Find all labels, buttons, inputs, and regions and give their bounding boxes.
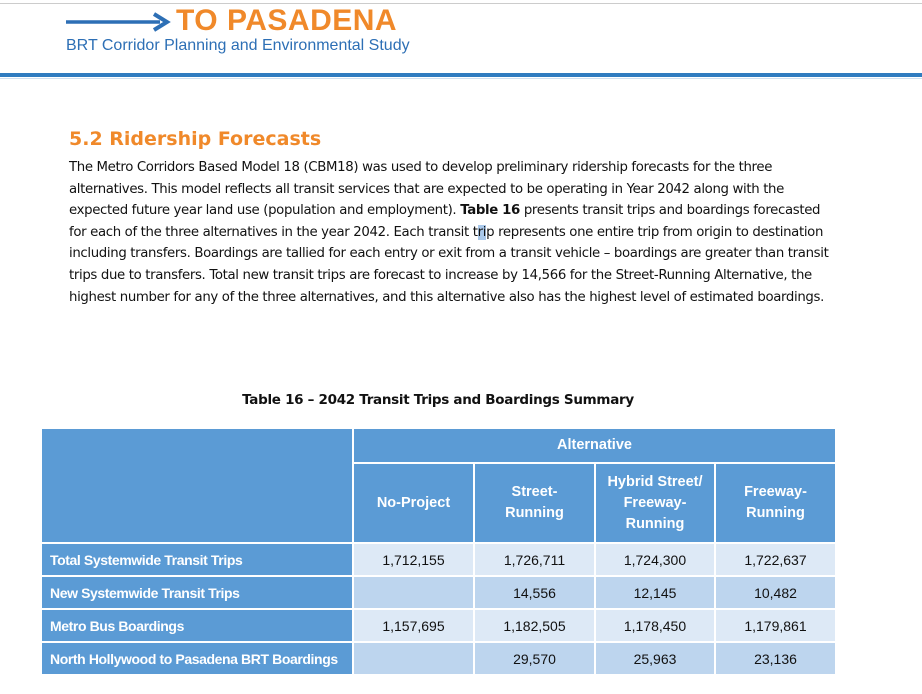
paragraph-text: p represents one entire trip from origin… — [69, 224, 829, 305]
page-top-border — [0, 3, 922, 4]
table-cell: 1,179,861 — [714, 608, 837, 643]
row-label: New Systemwide Transit Trips — [40, 575, 354, 610]
arrow-icon — [66, 12, 171, 32]
table-cell: 23,136 — [714, 641, 837, 676]
table-cell: 1,722,637 — [714, 542, 837, 577]
table-cell — [352, 575, 475, 610]
table-row: North Hollywood to Pasadena BRT Boarding… — [40, 641, 837, 676]
brand-title: TO PASADENA — [176, 4, 398, 37]
ridership-table: Alternative No-Project Street-Running Hy… — [40, 427, 837, 676]
table-cell: 12,145 — [594, 575, 716, 610]
table-cell: 1,178,450 — [594, 608, 716, 643]
table-row: Total Systemwide Transit Trips 1,712,155… — [40, 542, 837, 577]
paragraph-text: The Metro Corridors Based Model 18 (CBM1… — [69, 160, 784, 219]
table-cell: 10,482 — [714, 575, 837, 610]
table-cell: 14,556 — [473, 575, 596, 610]
table-corner-cell — [40, 427, 354, 544]
section-paragraph: The Metro Corridors Based Model 18 (CBM1… — [69, 157, 829, 308]
group-header: Alternative — [352, 427, 837, 464]
column-header: Hybrid Street/ Freeway-Running — [594, 462, 716, 544]
column-header: Street-Running — [473, 462, 596, 544]
header-divider-shadow — [0, 78, 922, 79]
section-heading: 5.2 Ridership Forecasts — [69, 128, 322, 150]
table-row: New Systemwide Transit Trips 14,556 12,1… — [40, 575, 837, 610]
table-cell: 1,712,155 — [352, 542, 475, 577]
brand-subtitle: BRT Corridor Planning and Environmental … — [66, 37, 410, 54]
row-label: North Hollywood to Pasadena BRT Boarding… — [40, 641, 354, 676]
column-header: Freeway-Running — [714, 462, 837, 544]
table-cell: 1,724,300 — [594, 542, 716, 577]
table-cell: 25,963 — [594, 641, 716, 676]
paragraph-text: presents transit trips and boardings for… — [69, 203, 821, 240]
table-cell: 29,570 — [473, 641, 596, 676]
table-reference: Table 16 — [460, 203, 520, 219]
table-row: Metro Bus Boardings 1,157,695 1,182,505 … — [40, 608, 837, 643]
table-cell — [352, 641, 475, 676]
table-caption: Table 16 – 2042 Transit Trips and Boardi… — [242, 392, 634, 408]
column-header: No-Project — [352, 462, 475, 544]
table-cell: 1,182,505 — [473, 608, 596, 643]
header-divider — [0, 73, 922, 77]
table-cell: 1,726,711 — [473, 542, 596, 577]
row-label: Total Systemwide Transit Trips — [40, 542, 354, 577]
text-selection[interactable]: ri — [477, 224, 487, 240]
table-cell: 1,157,695 — [352, 608, 475, 643]
row-label: Metro Bus Boardings — [40, 608, 354, 643]
